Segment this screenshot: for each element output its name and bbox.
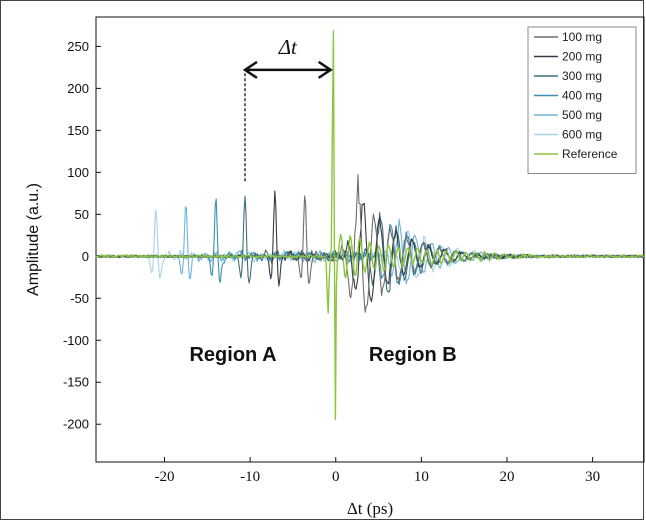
x-tick-label: 20 — [500, 469, 515, 485]
legend-label: 600 mg — [562, 128, 602, 142]
delta-t-label: Δt — [278, 35, 298, 59]
x-tick-label: 30 — [585, 469, 600, 485]
legend-label: 100 mg — [562, 30, 602, 44]
y-tick-label: 250 — [67, 39, 89, 54]
legend-label: 500 mg — [562, 108, 602, 122]
x-tick-label: 10 — [414, 469, 429, 485]
legend-label: 200 mg — [562, 50, 602, 64]
region-a-label: Region A — [189, 344, 276, 366]
arrow-head-right-icon — [317, 60, 333, 79]
x-tick-label: 0 — [332, 469, 340, 485]
x-axis-ticks: -20 -10 0 10 20 30 — [155, 457, 600, 485]
y-tick-label: 50 — [75, 207, 89, 222]
y-tick-label: -150 — [63, 375, 89, 390]
x-tick-label: -10 — [240, 469, 260, 485]
y-axis-ticks: 250 200 150 100 50 0 -50 -100 -150 -200 — [63, 39, 101, 432]
axes-box — [95, 16, 645, 463]
x-tick-label: -20 — [155, 469, 175, 485]
y-tick-label: 150 — [67, 123, 89, 138]
series-line-100-mg — [95, 174, 645, 313]
y-tick-label: 200 — [67, 81, 89, 96]
y-tick-label: -100 — [63, 333, 89, 348]
series-line-reference — [95, 30, 645, 421]
x-axis-label: Δt (ps) — [347, 499, 393, 518]
y-tick-label: -50 — [70, 291, 89, 306]
y-tick-label: 0 — [82, 249, 89, 264]
delta-t-annotation: Δt — [242, 35, 333, 183]
series-layer — [95, 30, 645, 421]
legend-label: Reference — [562, 147, 618, 161]
legend-label: 300 mg — [562, 69, 602, 83]
y-tick-label: 100 — [67, 165, 89, 180]
y-tick-label: -200 — [63, 417, 89, 432]
region-b-label: Region B — [369, 344, 457, 366]
legend: 100 mg 200 mg 300 mg 400 mg 500 mg 600 mg Refe… — [527, 26, 637, 174]
legend-label: 400 mg — [562, 89, 602, 103]
legend-box — [527, 26, 637, 174]
arrow-head-left-icon — [242, 60, 258, 79]
y-axis-label: Amplitude (a.u.) — [25, 183, 42, 296]
